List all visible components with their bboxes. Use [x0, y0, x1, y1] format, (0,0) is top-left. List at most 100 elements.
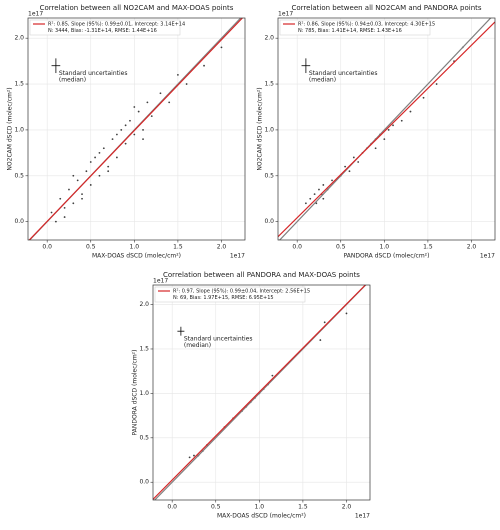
- x-tick-label: 0.0: [292, 244, 302, 251]
- uncertainty-label: Standard uncertainties: [309, 70, 378, 77]
- y-tick-label: 2.0: [264, 35, 274, 42]
- plot-area: [28, 18, 244, 240]
- scatter-point: [98, 174, 101, 177]
- y-tick-label: 1.0: [264, 126, 274, 133]
- x-tick-label: 0.0: [42, 244, 52, 251]
- scatter-point: [72, 202, 75, 205]
- x-tick-label: 0.0: [167, 504, 177, 511]
- scatter-point: [76, 179, 79, 182]
- subplot: Correlation between all PANDORA and MAX-…: [132, 271, 371, 520]
- legend-label: R²: 0.86, Slope (95%): 0.94±0.03, Interc…: [298, 22, 435, 28]
- y-tick-label: 0.5: [139, 434, 149, 441]
- scatter-point: [111, 138, 114, 140]
- subplot: Correlation between all NO2CAM and PANDO…: [257, 4, 496, 260]
- scatter-point: [185, 83, 188, 85]
- scatter-point: [435, 83, 438, 85]
- x-axis-label: MAX-DOAS dSCD (molec/cm²): [217, 513, 306, 520]
- scatter-point: [271, 374, 274, 377]
- scatter-point: [309, 197, 312, 200]
- scatter-point: [115, 133, 118, 136]
- scatter-point: [81, 197, 83, 200]
- x-tick-label: 1.5: [423, 244, 433, 251]
- scatter-point: [120, 129, 123, 131]
- plot-area: [153, 285, 367, 500]
- scatter-point: [188, 456, 191, 459]
- y-axis-label: NO2CAM dSCD (molec/cm²): [7, 87, 14, 170]
- scatter-point: [345, 312, 348, 315]
- plot-area: [278, 18, 495, 240]
- scatter-point: [319, 339, 322, 341]
- scatter-point: [129, 119, 131, 122]
- scatter-point: [193, 454, 195, 457]
- y-axis-label: NO2CAM dSCD (molec/cm²): [257, 87, 264, 170]
- x-tick-label: 2.0: [467, 244, 477, 251]
- scatter-point: [124, 142, 127, 145]
- legend-box: [154, 286, 306, 303]
- legend-label: R²: 0.85, Slope (95%): 0.99±0.01, Interc…: [48, 22, 185, 28]
- y-tick-label: 1.0: [139, 390, 149, 397]
- y-tick-label: 2.0: [14, 35, 24, 42]
- scatter-point: [150, 115, 153, 118]
- scatter-point: [107, 170, 110, 173]
- scatter-point: [115, 156, 118, 159]
- fit-line: [153, 285, 367, 500]
- y-tick-label: 0.0: [14, 218, 24, 225]
- x-axis-label: MAX-DOAS dSCD (molec/cm²): [92, 253, 181, 260]
- scatter-point: [400, 119, 403, 122]
- scatter-point: [331, 179, 333, 182]
- scatter-point: [63, 216, 66, 218]
- y-tick-label: 0.0: [139, 479, 149, 486]
- scatter-point: [68, 188, 70, 191]
- scatter-point: [322, 197, 325, 200]
- x-offset-label: 1e17: [480, 253, 495, 260]
- scatter-point: [318, 188, 320, 191]
- chart-title: Correlation between all NO2CAM and PANDO…: [291, 4, 481, 12]
- legend-label: N: 3444, Bias: -1.31E+14, RMSE: 1.44E+16: [48, 28, 157, 34]
- y-tick-label: 1.5: [139, 345, 149, 352]
- scatter-point: [315, 202, 318, 205]
- fit-line: [28, 18, 244, 240]
- scatter-point: [124, 124, 127, 127]
- scatter-point: [392, 124, 394, 127]
- scatter-point: [102, 147, 105, 150]
- scatter-point: [59, 197, 62, 200]
- y-tick-label: 0.5: [14, 172, 24, 179]
- scatter-point: [107, 165, 110, 168]
- scatter-point: [137, 110, 140, 113]
- x-offset-label: 1e17: [230, 253, 245, 260]
- uncertainty-label: (median): [309, 77, 336, 84]
- scatter-point: [383, 138, 386, 140]
- x-tick-label: 0.5: [86, 244, 96, 251]
- scatter-point: [422, 96, 425, 99]
- scatter-point: [63, 206, 66, 209]
- scatter-point: [85, 170, 88, 173]
- scatter-point: [89, 161, 92, 163]
- chart-title: Correlation between all PANDORA and MAX-…: [163, 271, 360, 279]
- legend-label: R²: 0.97, Slope (95%): 0.99±0.04, Interc…: [173, 289, 310, 295]
- uncertainty-label: Standard uncertainties: [184, 336, 253, 343]
- scatter-point: [142, 138, 144, 140]
- scatter-point: [304, 202, 307, 205]
- uncertainty-label: (median): [184, 342, 211, 349]
- scatter-point: [98, 151, 101, 154]
- scatter-point: [72, 174, 75, 177]
- axes-frame: [152, 284, 371, 501]
- chart-title: Correlation between all NO2CAM and MAX-D…: [40, 4, 234, 12]
- axes-frame: [277, 17, 496, 241]
- y-axis-label: PANDORA dSCD (molec/cm²): [132, 350, 139, 436]
- x-tick-label: 1.0: [130, 244, 140, 251]
- scatter-point: [220, 46, 223, 49]
- x-tick-label: 0.5: [336, 244, 346, 251]
- y-tick-label: 0.5: [264, 172, 274, 179]
- scatter-point: [94, 156, 97, 159]
- axes-frame: [27, 17, 246, 241]
- scatter-point: [357, 161, 360, 163]
- scatter-point: [374, 147, 377, 150]
- y-tick-label: 0.0: [264, 218, 274, 225]
- scatter-point: [89, 184, 92, 186]
- scatter-point: [168, 101, 171, 104]
- scatter-point: [133, 106, 136, 108]
- x-axis-label: PANDORA dSCD (molec/cm²): [344, 253, 430, 260]
- y-offset-label: 1e17: [153, 278, 168, 285]
- scatter-point: [313, 193, 316, 196]
